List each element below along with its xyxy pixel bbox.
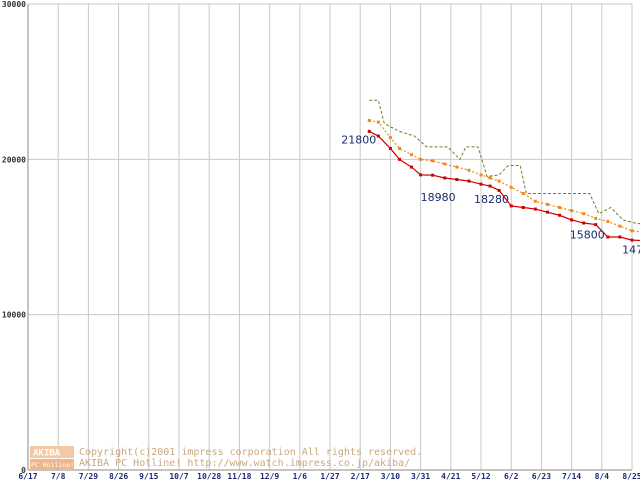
series-1-point [431,173,435,177]
x-tick-label: 8/26 [109,472,128,480]
data-label: 15800 [570,229,605,242]
y-tick-label: 10000 [2,311,26,320]
series-2-point [570,209,574,213]
series-1-point [618,235,622,239]
series-1-point [582,221,586,225]
grid-layer [27,3,633,471]
y-tick-label: 0 [21,466,26,475]
series-2-point [443,162,447,166]
series-1-point [467,179,471,183]
series-2-point [467,168,471,172]
series-line-2 [369,119,640,233]
series-2-point [367,119,371,122]
series-1-point [443,176,447,180]
copyright-line-1: Copyright(c)2001 impress corporation All… [79,447,422,458]
x-tick-label: 9/15 [139,472,158,480]
x-tick-label: 11/18 [227,472,251,480]
series-1-point [533,207,537,211]
series-line-3 [369,99,640,225]
x-tick-label: 8/25 [622,472,640,480]
series-1-point [558,213,562,217]
x-tick-label: 2/17 [351,472,370,480]
y-tick-label: 20000 [2,155,26,164]
series-2-point [521,192,525,196]
series-1-point [367,129,371,133]
x-tick-label: 8/4 [595,472,610,480]
series-2-point [455,165,459,169]
data-label-layer: 21800 18980 18280 15800 14770 [341,133,640,256]
x-tick-label: 12/9 [260,472,279,480]
series-1-point [594,223,598,227]
series-2-point [594,216,598,220]
series-1-point [410,165,414,169]
series-1-point [376,134,380,138]
series-1-point [509,204,513,208]
x-tick-label: 4/21 [441,472,460,480]
data-label: 14770 [622,244,640,257]
x-tick-label: 6/2 [504,472,519,480]
x-tick-label: 5/12 [471,472,490,480]
series-2-point [509,185,513,189]
x-tick-label: 10/7 [169,472,188,480]
series-2-point [376,120,380,124]
series-1-point [497,188,501,192]
series-2-point [419,157,423,161]
series-1-point [455,178,459,182]
series-line-1 [368,130,640,242]
x-tick-label: 3/31 [411,472,430,480]
x-tick-label: 1/27 [320,472,339,480]
logo-bottom-text: PC Hotline! [31,461,74,469]
series-2-point [582,212,586,216]
series-2-point [479,173,483,177]
y-tick-label: 30000 [2,0,26,9]
series-2-point [431,159,435,163]
series-1-point [419,173,423,177]
series-1-point [397,157,401,161]
series-2-point [410,153,414,157]
series-1-point [388,146,392,150]
x-tick-label: 6/17 [18,472,37,480]
series-2-point [606,219,610,223]
logo-bottom-box [30,459,74,469]
x-tick-label: 7/29 [79,472,98,480]
series-1-point [488,184,492,188]
watermark: AKIBA PC Hotline! Copyright(c)2001 impre… [30,446,422,469]
logo-top-box [30,446,74,458]
series-2-point [397,146,401,150]
series-1-point [570,218,574,222]
series-2-point [618,224,622,228]
series-2-point [388,136,392,140]
x-tick-label: 3/10 [381,472,400,480]
data-label: 18280 [474,193,509,206]
series-1-point [606,235,610,239]
series-2-point [558,205,562,209]
logo-top-text: AKIBA [33,449,61,459]
x-tick-label: 7/8 [51,472,66,480]
series-1-point [479,182,483,186]
x-tick-label: 7/14 [562,472,581,480]
data-label: 18980 [421,191,456,204]
series-2-point [533,199,537,203]
x-tick-label: 1/6 [293,472,308,480]
series-1-point [630,238,634,242]
copyright-line-2: AKIBA PC Hotline! http://www.watch.impre… [79,458,410,469]
series-2-point [488,176,492,180]
series-2-point [545,202,549,206]
series-2-point [497,179,501,183]
series-1-point [545,210,549,214]
series-2-point [630,229,634,233]
series-1-point [521,205,525,209]
series-layer [367,99,640,242]
x-tick-label: 6/23 [532,472,551,480]
data-label: 21800 [341,133,376,146]
x-tick-label: 10/28 [197,472,221,480]
